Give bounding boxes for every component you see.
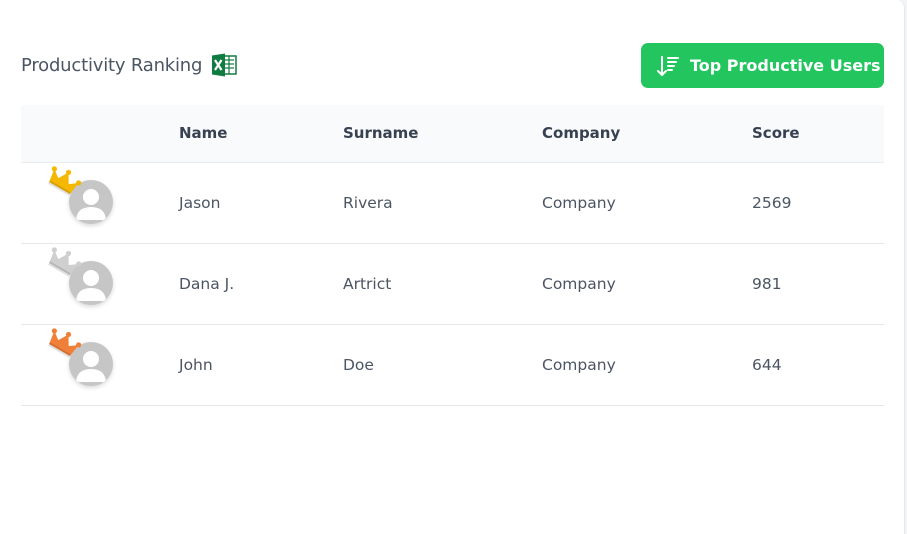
title-text: Productivity Ranking <box>21 54 203 76</box>
col-name[interactable]: Name <box>179 105 343 163</box>
button-label: Top Productive Users <box>690 56 881 75</box>
cell-surname: Doe <box>343 324 542 406</box>
silver-crown-icon <box>48 246 81 277</box>
gold-crown-icon <box>48 165 81 196</box>
cell-surname: Artrict <box>343 243 542 325</box>
cell-score: 644 <box>752 324 884 406</box>
avatar-cell <box>21 163 121 243</box>
top-productive-users-button[interactable]: Top Productive Users <box>641 43 884 88</box>
avatar <box>69 260 113 305</box>
col-surname[interactable]: Surname <box>343 105 542 163</box>
ranking-table: Name Surname Company Score Jason Rivera … <box>21 105 884 406</box>
cell-name: Jason <box>179 162 343 244</box>
table-header: Name Surname Company Score <box>21 105 884 163</box>
cell-name: Dana J. <box>179 243 343 325</box>
cell-company: Company <box>542 162 752 244</box>
avatar-cell <box>21 325 121 405</box>
cell-company: Company <box>542 243 752 325</box>
table-row[interactable]: Dana J. Artrict Company 981 <box>21 243 884 325</box>
cell-score: 2569 <box>752 162 884 244</box>
excel-icon[interactable] <box>211 53 237 77</box>
cell-surname: Rivera <box>343 162 542 244</box>
col-avatar <box>21 105 179 163</box>
card-title: Productivity Ranking <box>21 53 237 77</box>
col-score[interactable]: Score <box>752 105 884 163</box>
avatar <box>69 341 113 386</box>
avatar <box>69 179 113 224</box>
cell-score: 981 <box>752 243 884 325</box>
sort-descending-icon <box>657 55 679 76</box>
table-row[interactable]: John Doe Company 644 <box>21 324 884 406</box>
cell-name: John <box>179 324 343 406</box>
col-company[interactable]: Company <box>542 105 752 163</box>
table-row[interactable]: Jason Rivera Company 2569 <box>21 162 884 244</box>
bronze-crown-icon <box>48 327 81 358</box>
cell-company: Company <box>542 324 752 406</box>
avatar-cell <box>21 244 121 324</box>
